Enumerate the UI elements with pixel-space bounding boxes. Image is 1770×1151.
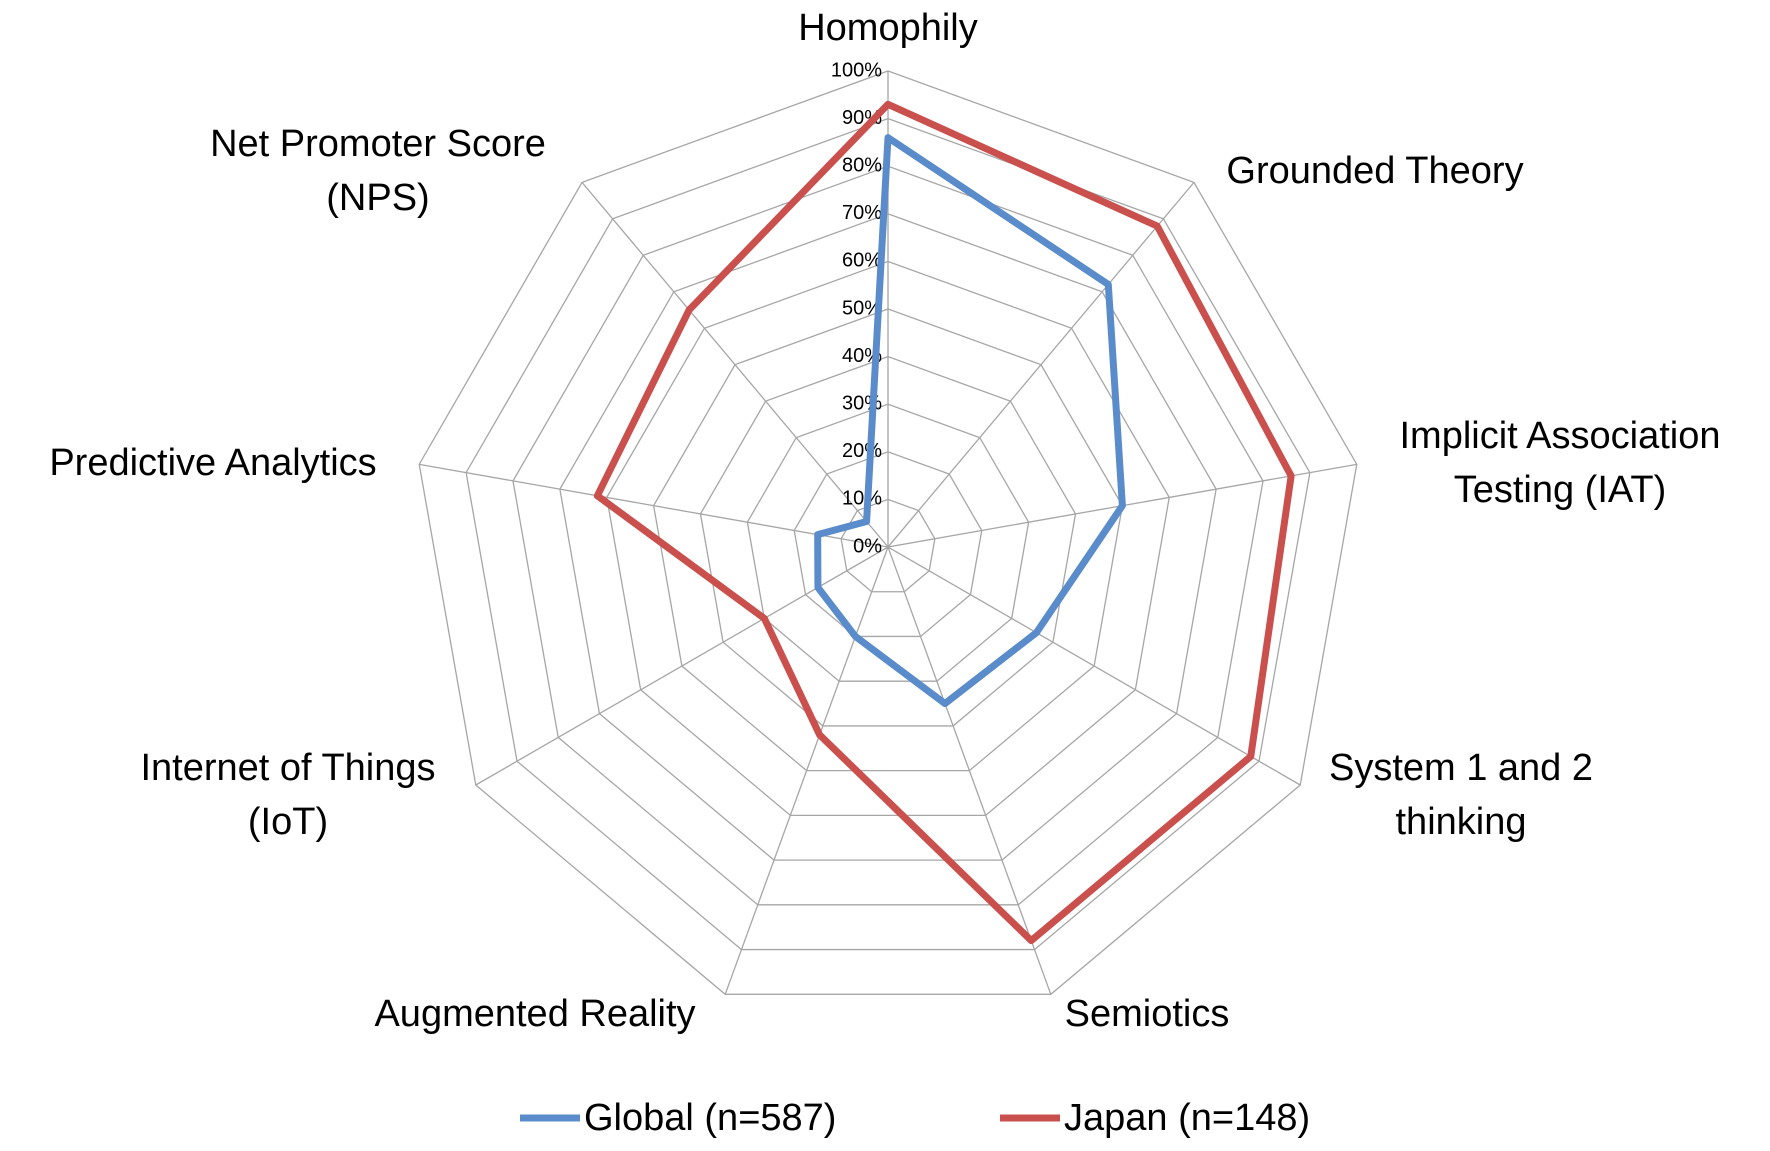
- spoke: [887, 546, 1301, 786]
- category-label: Grounded Theory: [1226, 150, 1524, 192]
- grid-ring: [606, 260, 1170, 817]
- grid-ring: [559, 213, 1217, 861]
- spoke: [887, 546, 1052, 995]
- category-label: Implicit Association Testing (IAT): [1399, 415, 1721, 511]
- grid-ring: [465, 117, 1311, 951]
- y-tick-label: 60%: [842, 250, 882, 272]
- category-label: Semiotics: [1064, 993, 1230, 1035]
- grid-ring: [699, 355, 1077, 727]
- spoke: [581, 181, 889, 548]
- spoke: [887, 181, 1195, 548]
- series-line: [814, 134, 1126, 708]
- grid-ring: [746, 403, 1030, 682]
- spoke: [419, 463, 889, 548]
- category-label: Homophily: [798, 7, 978, 49]
- y-tick-label: 50%: [842, 297, 882, 319]
- category-label: Net Promoter Score (NPS): [210, 123, 546, 219]
- spoke: [724, 546, 889, 995]
- grid-ring: [512, 165, 1264, 906]
- y-tick-label: 80%: [842, 154, 882, 176]
- category-label: Internet of Things (IoT): [140, 747, 436, 843]
- grid-ring: [418, 70, 1358, 995]
- y-tick-label: 20%: [842, 440, 882, 462]
- legend-label: Global (n=587): [584, 1097, 836, 1139]
- category-label: Augmented Reality: [374, 993, 696, 1035]
- category-label: Predictive Analytics: [49, 442, 377, 484]
- legend-label: Japan (n=148): [1064, 1097, 1310, 1139]
- category-label: System 1 and 2 thinking: [1328, 747, 1594, 843]
- y-tick-label: 100%: [831, 59, 882, 81]
- grid-ring: [793, 451, 983, 638]
- series-line: [593, 100, 1295, 945]
- grid-ring: [652, 308, 1124, 772]
- y-tick-label: 70%: [842, 202, 882, 224]
- spoke: [475, 546, 889, 786]
- y-tick-label: 0%: [853, 535, 882, 557]
- y-tick-label: 10%: [842, 488, 882, 510]
